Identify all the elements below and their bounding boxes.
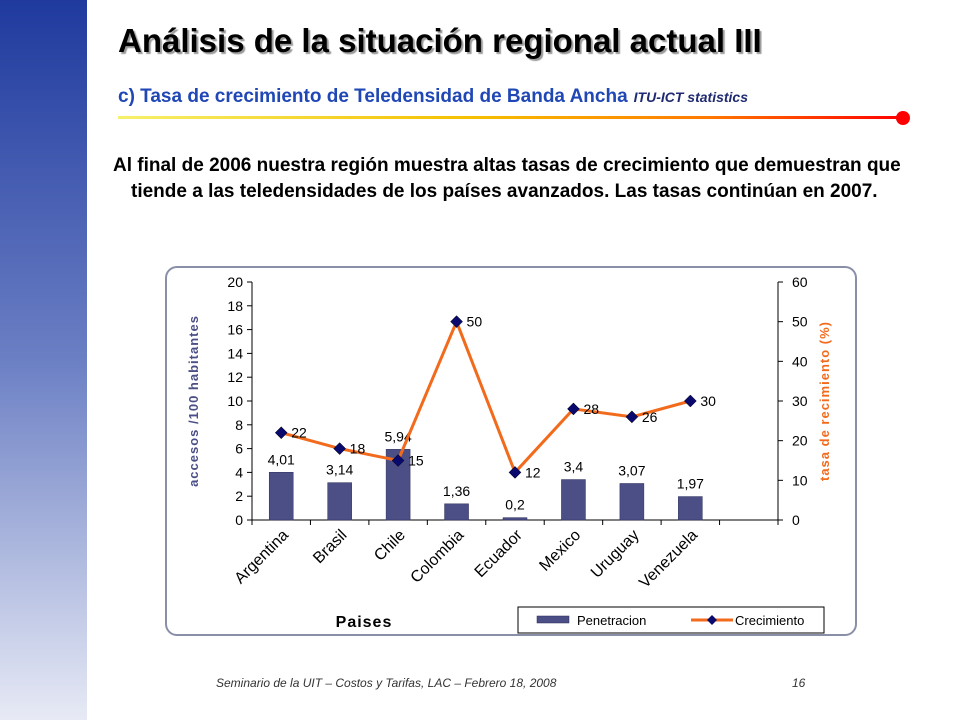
chart-frame: 0 2 4 6 8 10 12 14 16 18 20 0 10 20 30 40 50 60 4,01 3,14 5,…	[165, 266, 857, 636]
line-point-marker	[508, 466, 522, 479]
title-rule	[118, 116, 902, 119]
line-value-label: 26	[642, 409, 658, 425]
line-point-marker	[683, 394, 697, 408]
legend-label-crecimiento: Crecimiento	[735, 613, 804, 628]
left-tick-label: 4	[235, 464, 243, 480]
source-label: ITU-ICT statistics	[633, 89, 748, 105]
legend-label-penetracion: Penetracion	[577, 613, 646, 628]
subtitle-text: c) Tasa de crecimiento de Teledensidad d…	[118, 86, 628, 107]
left-tick-label: 20	[227, 274, 243, 290]
page-number: 16	[792, 676, 806, 690]
bar-value-label: 4,01	[268, 451, 295, 467]
title-rule-dot	[896, 111, 910, 125]
left-axis-title: accesos /100 habitantes	[186, 315, 201, 487]
line-point-marker	[333, 442, 347, 455]
legend-marker-crecimiento	[707, 615, 717, 625]
bar-penetracion	[444, 503, 469, 521]
category-label: Colombia	[408, 527, 468, 587]
category-label: Uruguay	[588, 527, 643, 582]
left-tick-label: 16	[227, 322, 243, 338]
bar-value-label: 3,14	[326, 462, 353, 478]
left-tick-label: 0	[235, 512, 243, 528]
line-value-label: 28	[583, 401, 599, 417]
line-value-label: 30	[700, 393, 716, 409]
right-tick-label: 40	[792, 353, 808, 369]
left-tick-label: 12	[227, 369, 243, 385]
bar-value-label: 1,36	[443, 483, 470, 499]
left-tick-label: 2	[235, 488, 243, 504]
bar-value-label: 1,97	[677, 476, 704, 492]
line-value-label: 22	[291, 425, 307, 441]
line-point-marker	[274, 426, 288, 440]
left-tick-label: 8	[235, 417, 243, 433]
left-tick-label: 10	[227, 393, 243, 409]
category-label: Argentina	[232, 527, 293, 588]
line-value-label: 18	[350, 441, 366, 457]
body-paragraph: Al final de 2006 nuestra región muestra …	[113, 155, 901, 202]
right-tick-label: 30	[792, 393, 808, 409]
side-gradient-bar	[0, 0, 87, 720]
category-label: Mexico	[536, 527, 584, 575]
slide-subtitle: c) Tasa de crecimiento de Teledensidad d…	[118, 86, 748, 108]
bar-penetracion	[678, 496, 703, 521]
bar-value-label: 3,07	[618, 462, 645, 478]
category-label: Venezuela	[636, 527, 701, 592]
line-point-marker	[625, 410, 639, 424]
line-point-marker	[391, 454, 405, 467]
combo-chart: 0246810121416182001020304050604,013,145,…	[186, 274, 832, 634]
left-tick-label: 6	[235, 441, 243, 457]
bar-penetracion	[561, 479, 586, 521]
left-tick-label: 14	[227, 345, 243, 361]
slide-title: Análisis de la situación regional actual…	[118, 22, 762, 59]
bar-penetracion	[619, 483, 645, 521]
bar-value-label: 3,4	[564, 459, 584, 475]
bar-value-label: 0,2	[505, 497, 525, 513]
line-point-marker	[450, 315, 463, 329]
right-tick-label: 60	[792, 274, 808, 290]
category-label: Ecuador	[472, 526, 527, 581]
x-axis-title: Paises	[336, 614, 393, 631]
line-crecimiento	[280, 317, 691, 476]
line-value-label: 12	[525, 464, 541, 480]
right-tick-label: 0	[792, 512, 800, 528]
right-tick-label: 50	[792, 314, 808, 330]
bar-penetracion	[502, 517, 528, 521]
bar-penetracion	[327, 482, 352, 521]
right-axis-title: tasa de recimiento (%)	[817, 321, 832, 481]
line-value-label: 50	[467, 314, 483, 330]
footer-text: Seminario de la UIT – Costos y Tarifas, …	[216, 676, 557, 690]
line-point-marker	[567, 402, 580, 416]
right-tick-label: 20	[792, 433, 808, 449]
left-tick-label: 18	[227, 298, 243, 314]
legend-swatch-penetracion	[536, 615, 570, 624]
category-label: Chile	[371, 527, 409, 565]
category-label: Brasil	[310, 527, 350, 567]
right-tick-label: 10	[792, 472, 808, 488]
bar-penetracion	[268, 472, 294, 521]
line-value-label: 15	[408, 453, 424, 469]
